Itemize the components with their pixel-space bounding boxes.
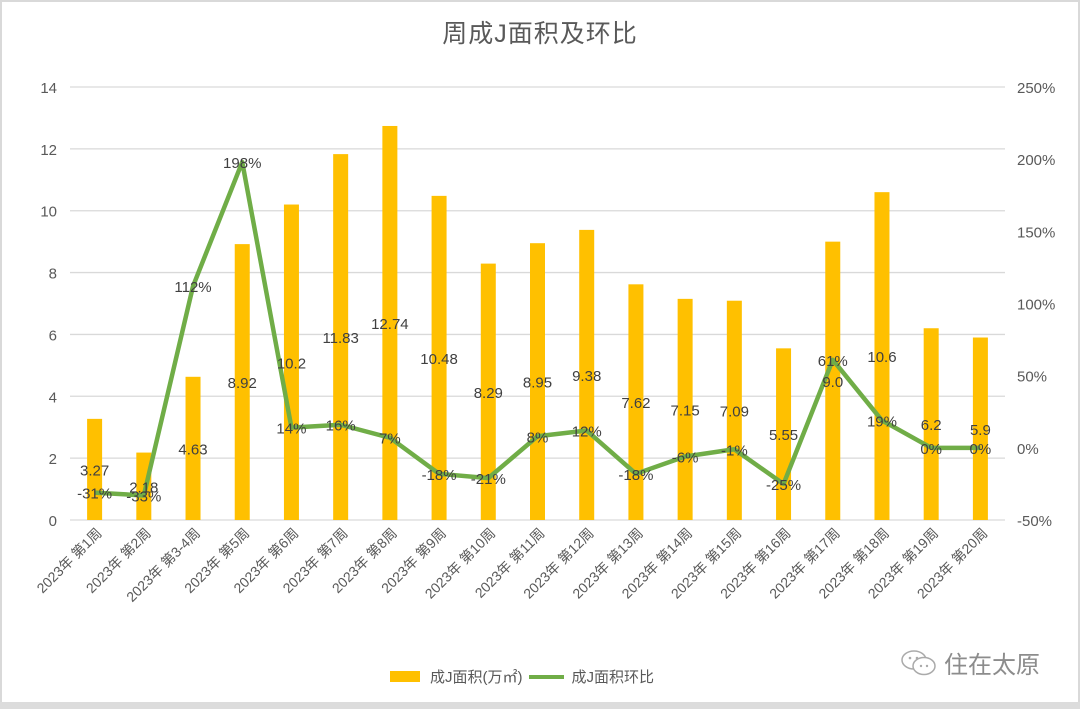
right-tick-label: -50% [1017, 513, 1052, 530]
left-tick-label: 2 [49, 451, 57, 468]
bar [480, 263, 496, 520]
bar [530, 243, 545, 521]
bar-value-label: 12.74 [371, 316, 409, 333]
line-value-label: -21% [471, 471, 506, 488]
legend-line-label: 成J面积环比 [571, 669, 655, 686]
bar-value-label: 8.29 [474, 385, 503, 402]
legend-line-swatch [528, 674, 564, 679]
right-tick-label: 50% [1017, 369, 1047, 386]
bar-value-label: 7.09 [720, 403, 749, 420]
line-value-label: -18% [422, 467, 457, 484]
bar [579, 229, 595, 520]
legend-bar-label: 成J面积(万㎡) [430, 669, 523, 686]
bar-series [87, 125, 988, 521]
bar [333, 154, 349, 521]
left-tick-label: 12 [40, 142, 57, 159]
bar-value-label: 9.38 [572, 368, 601, 385]
line-value-label: 19% [867, 413, 897, 430]
right-axis: -50% 0% 50% 100% 150% 200% 250% [1017, 80, 1055, 530]
left-axis: 0 2 4 6 8 10 12 14 [40, 80, 57, 530]
bar-data-labels: 3.27 2.18 4.63 8.92 10.2 11.83 12.74 10.48 8.29 8… [80, 316, 991, 496]
line-path [94, 159, 981, 498]
bar [677, 298, 693, 520]
right-tick-label: 200% [1017, 152, 1055, 169]
bar [431, 195, 447, 520]
bar-value-label: 4.63 [178, 441, 207, 458]
bar-value-label: 11.83 [322, 330, 358, 347]
line-value-label: -18% [618, 467, 653, 484]
right-tick-label: 250% [1017, 80, 1055, 97]
bar-value-label: 5.55 [769, 427, 798, 444]
line-value-label: -31% [77, 486, 112, 503]
bar-value-label: 10.48 [420, 351, 458, 368]
line-value-label: 0% [970, 441, 992, 458]
watermark-text: 住在太原 [944, 652, 1040, 679]
bar [923, 328, 939, 520]
left-tick-label: 14 [40, 80, 57, 97]
bar-value-label: 10.2 [277, 355, 306, 372]
line-value-label: -6% [672, 449, 699, 466]
line-value-label: 12% [572, 424, 602, 441]
line-value-label: 14% [276, 421, 306, 438]
bar [234, 244, 250, 521]
bar-value-label: 7.62 [621, 395, 650, 412]
bar-value-label: 6.2 [921, 417, 942, 434]
bar [185, 376, 201, 520]
bar-value-label: 2.18 [129, 479, 158, 496]
legend: 成J面积(万㎡) 成J面积环比 [390, 666, 654, 687]
wechat-icon [901, 649, 936, 675]
chart-title: 周成J面积及环比 [442, 20, 638, 48]
line-value-label: 112% [174, 279, 211, 296]
bar [972, 337, 988, 520]
line-value-label: 0% [920, 441, 942, 458]
bar [382, 125, 398, 520]
left-tick-label: 6 [49, 327, 57, 344]
left-tick-label: 10 [40, 204, 57, 221]
watermark: 住在太原 [900, 645, 1040, 680]
bar-value-label: 9.0 [822, 374, 843, 391]
bar-value-label: 3.27 [80, 462, 109, 479]
bar-value-label: 8.95 [523, 375, 552, 392]
bar-value-label: 8.92 [228, 375, 257, 392]
line-value-label: -25% [766, 477, 801, 494]
bar [726, 300, 742, 520]
bar [825, 241, 841, 520]
bar [874, 192, 890, 520]
line-data-labels: -31% -33% 112% 198% 14% 16% 7% -18% -21% 8% 12% -18… [77, 155, 991, 505]
line-series [94, 159, 981, 498]
bar [283, 204, 299, 520]
left-tick-label: 8 [49, 266, 57, 283]
bottom-border [0, 702, 1080, 709]
line-value-label: 7% [379, 431, 401, 448]
legend-bar-swatch [390, 671, 420, 682]
line-value-label: 16% [326, 418, 356, 435]
bar-value-label: 10.6 [867, 349, 896, 366]
right-tick-label: 100% [1017, 297, 1055, 314]
line-value-label: -1% [721, 442, 748, 459]
line-value-label: -33% [126, 488, 161, 505]
line-value-label: 61% [818, 353, 848, 370]
right-tick-label: 150% [1017, 224, 1055, 241]
line-value-label: 198% [223, 155, 261, 172]
bar-value-label: 5.9 [970, 422, 991, 439]
bar-value-label: 7.15 [671, 402, 700, 419]
left-tick-label: 4 [49, 389, 57, 406]
line-value-label: 8% [527, 429, 549, 446]
bar [628, 284, 644, 520]
left-tick-label: 0 [49, 513, 57, 530]
right-tick-label: 0% [1017, 441, 1039, 458]
